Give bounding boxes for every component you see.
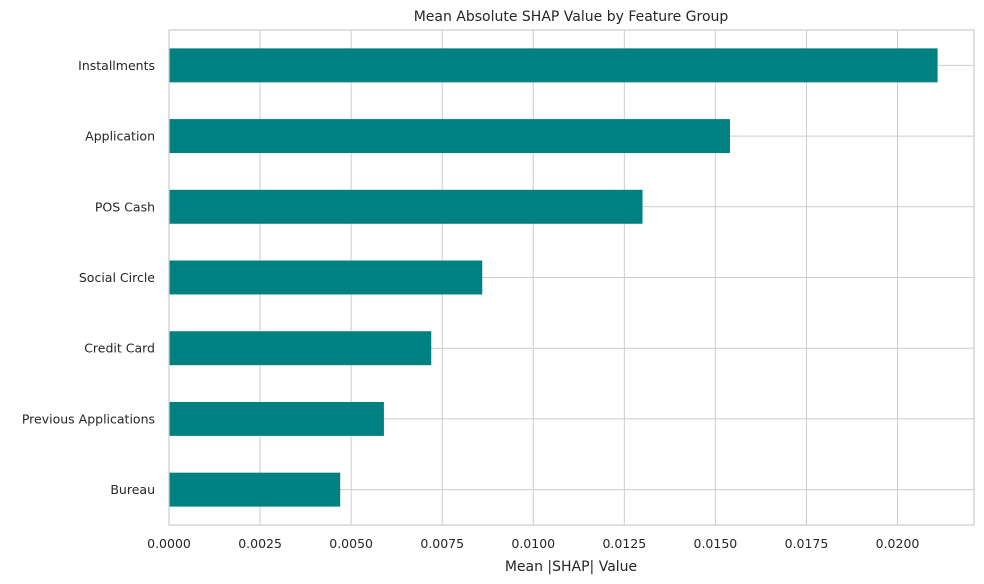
x-tick-label: 0.0150 xyxy=(694,536,738,551)
category-label: Application xyxy=(85,129,155,144)
category-label: Social Circle xyxy=(79,270,155,285)
x-tick-label: 0.0125 xyxy=(602,536,646,551)
category-labels: Installments Application POS Cash Social Ci… xyxy=(22,58,155,497)
plot-frame xyxy=(168,29,975,526)
bar-social-circle xyxy=(169,260,483,295)
chart-title: Mean Absolute SHAP Value by Feature Grou… xyxy=(414,9,729,25)
category-label: Bureau xyxy=(110,482,155,497)
x-tick-label: 0.0200 xyxy=(876,536,920,551)
category-label: Previous Applications xyxy=(22,411,155,426)
x-tick-label: 0.0175 xyxy=(785,536,829,551)
bar-application xyxy=(169,119,730,154)
bar-pos-cash xyxy=(169,189,643,224)
x-tick-label: 0.0050 xyxy=(329,536,373,551)
bar-installments xyxy=(169,48,938,83)
bar-previous-applications xyxy=(169,401,384,436)
x-tick-labels: 0.0000 0.0025 0.0050 0.0075 0.0100 0.0125 0.01… xyxy=(147,536,919,551)
bar-credit-card xyxy=(169,331,432,366)
x-tick-label: 0.0000 xyxy=(147,536,191,551)
category-label: Credit Card xyxy=(84,341,155,356)
category-label: Installments xyxy=(78,58,155,73)
category-label: POS Cash xyxy=(95,199,155,214)
bars xyxy=(169,48,938,507)
x-axis-label: Mean |SHAP| Value xyxy=(505,559,637,575)
x-tick-label: 0.0075 xyxy=(420,536,464,551)
bar-bureau xyxy=(169,472,341,507)
x-tick-label: 0.0025 xyxy=(238,536,282,551)
x-tick-label: 0.0100 xyxy=(511,536,555,551)
